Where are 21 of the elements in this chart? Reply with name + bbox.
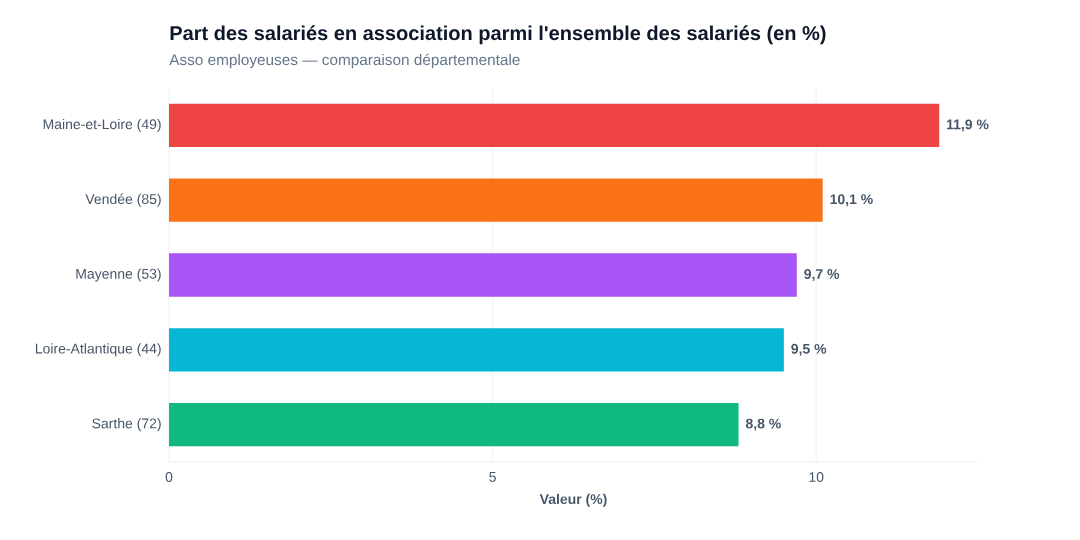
x-tick-label: 10 <box>809 472 824 482</box>
data-label: 10,1 % <box>830 194 873 207</box>
bar <box>169 402 739 447</box>
y-tick-label: Loire-Atlantique (44) <box>35 343 161 357</box>
y-tick-label: Vendée (85) <box>85 193 161 207</box>
y-tick-label: Mayenne (53) <box>76 268 161 282</box>
bar <box>169 328 784 372</box>
bar <box>169 253 797 297</box>
y-tick-label: Sarthe (72) <box>92 418 161 432</box>
data-label: 11,9 % <box>946 119 989 132</box>
chart-subtitle: Asso employeuses — comparaison départementale <box>169 53 520 69</box>
x-axis-title: Valeur (%) <box>539 493 607 507</box>
data-label: 9,5 % <box>791 343 827 356</box>
x-tick-label: 5 <box>489 472 496 482</box>
x-tick-label: 0 <box>165 472 173 482</box>
data-label: 9,7 % <box>804 269 840 281</box>
y-tick-label: Maine-et-Loire (49) <box>43 118 161 132</box>
bar <box>169 178 823 222</box>
bar <box>169 103 940 148</box>
data-label: 8,8 % <box>745 418 781 431</box>
chart-title: Part des salariés en association parmi l'ensemble des salariés (en %) <box>170 25 826 45</box>
